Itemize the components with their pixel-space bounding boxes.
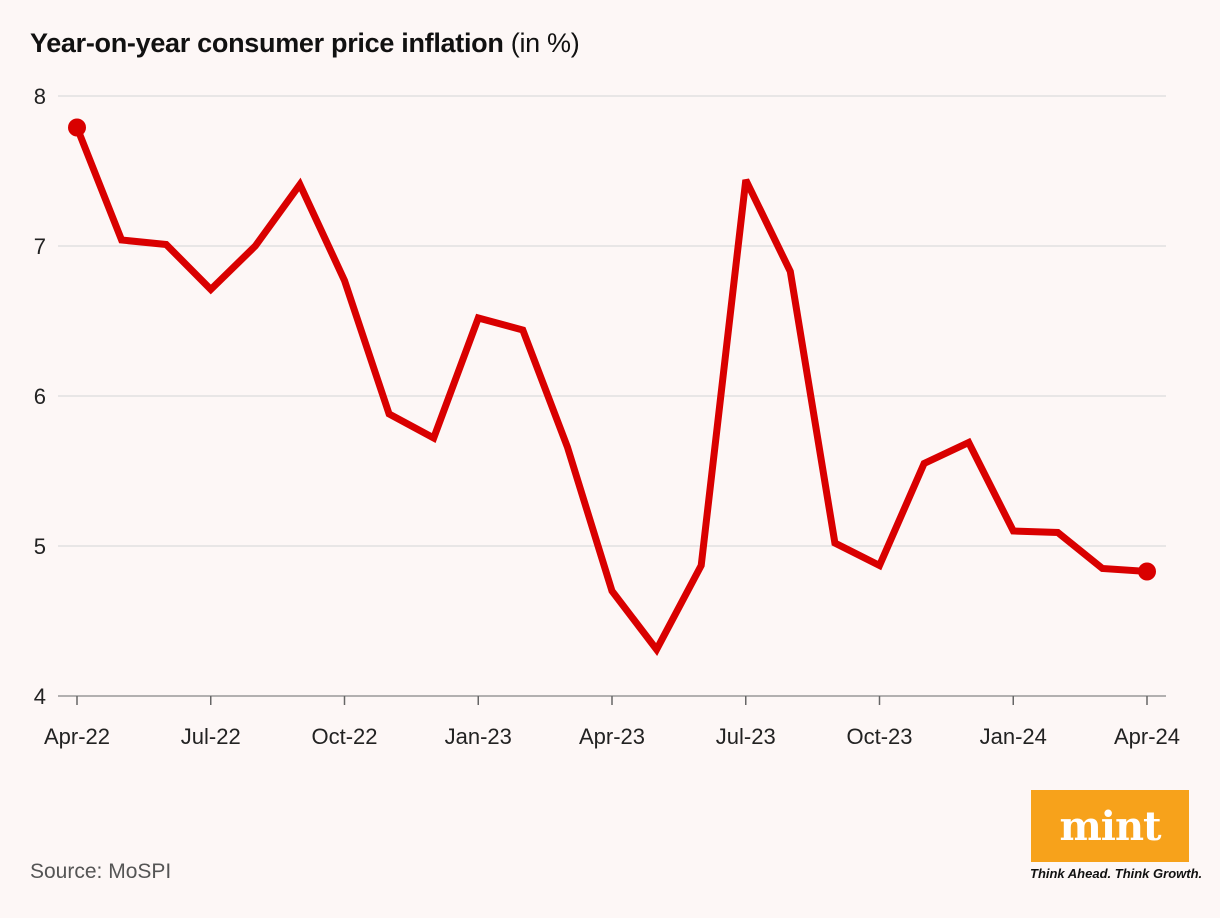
series-points: [68, 118, 1156, 581]
mint-logo: mint: [1031, 790, 1189, 862]
y-tick-label: 8: [34, 84, 46, 109]
x-tick-label: Apr-23: [579, 724, 645, 749]
x-tick-label: Jan-23: [445, 724, 512, 749]
x-axis: Apr-22 Jul-22 Oct-22 Jan-23 Apr-23 Jul-23 Oct-…: [44, 695, 1180, 749]
y-tick-label: 7: [34, 234, 46, 259]
y-tick-label: 6: [34, 384, 46, 409]
x-tick-label: Oct-23: [846, 724, 912, 749]
brand-tagline: Think Ahead. Think Growth.: [1030, 866, 1203, 881]
end-point: [1138, 562, 1156, 581]
source-note: Source: MoSPI: [30, 860, 172, 883]
x-tick-label: Apr-24: [1114, 724, 1180, 749]
x-tick-label: Oct-22: [311, 724, 377, 749]
x-tick-label: Jul-23: [716, 724, 776, 749]
start-point: [68, 118, 86, 137]
chart-title-main: Year-on-year consumer price inflation: [30, 28, 504, 58]
x-tick-label: Apr-22: [44, 724, 110, 749]
gridlines: [58, 95, 1166, 547]
y-axis: 4 5 6 7 8: [34, 84, 46, 709]
y-tick-label: 5: [34, 534, 46, 559]
x-tick-label: Jul-22: [181, 724, 241, 749]
mint-logo-text: mint: [1059, 802, 1161, 850]
series-line-cpi: [73, 124, 1151, 656]
series-line: [73, 124, 1151, 656]
x-tick-label: Jan-24: [980, 724, 1047, 749]
chart-title: Year-on-year consumer price inflation (i…: [30, 28, 580, 59]
y-tick-label: 4: [34, 684, 46, 709]
chart-title-unit: (in %): [510, 28, 580, 58]
